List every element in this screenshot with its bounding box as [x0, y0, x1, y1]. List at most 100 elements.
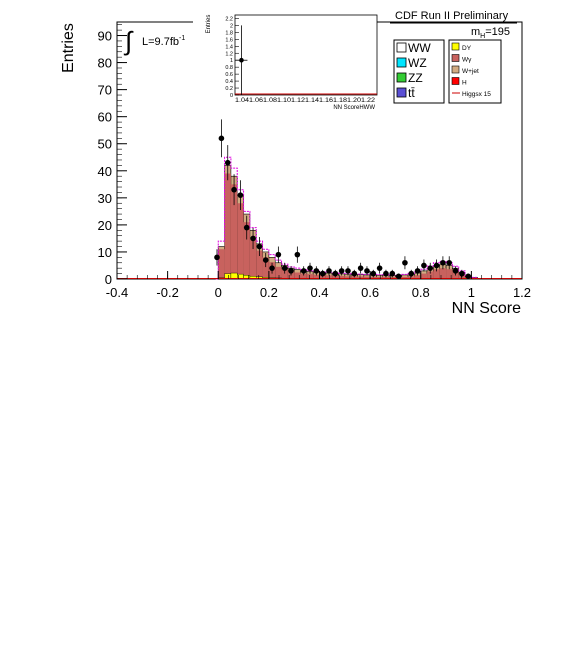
inset-y-tick-label: 1.4	[225, 44, 233, 50]
data-point	[332, 270, 339, 277]
legend-swatch	[396, 57, 407, 68]
x-tick-label: 0.8	[412, 285, 430, 300]
data-point	[446, 259, 453, 266]
data-point	[440, 259, 446, 266]
wgamma-bin	[427, 271, 434, 279]
data-point	[269, 265, 275, 271]
inset-y-tick-label: 1.8	[225, 30, 233, 36]
inset-y-axis-title: Entries	[206, 15, 212, 34]
inset-frame	[234, 14, 378, 96]
inset-y-tick-label: 2.2	[225, 16, 233, 22]
data-point	[237, 192, 244, 198]
data-point	[351, 270, 358, 277]
x-tick-label: 0.4	[310, 285, 328, 300]
wgamma-bin	[370, 276, 377, 279]
data-point	[288, 268, 294, 274]
data-point	[307, 265, 313, 271]
data-point	[383, 270, 389, 277]
wgamma-bin	[338, 276, 345, 279]
wgamma-bin	[262, 257, 269, 279]
data-point	[214, 254, 220, 261]
data-point	[376, 265, 383, 271]
y-tick-label: 0	[105, 272, 112, 287]
wgamma-bin	[382, 276, 390, 279]
data-point	[364, 268, 370, 274]
signal-step-line	[215, 156, 478, 280]
y-tick-label: 90	[98, 29, 112, 44]
data-point	[275, 251, 282, 258]
inset-x-tick-labels: 1.041.061.081.101.121.141.161.181.201.22	[235, 98, 376, 104]
data-point	[243, 224, 250, 231]
data-point	[218, 135, 225, 142]
y-axis-ticks: 0 10 20 30 40 50 60 70 80 90	[98, 24, 127, 287]
wgamma-bin	[224, 173, 231, 279]
legend-label: Higgsx 15	[462, 91, 491, 98]
data-point	[408, 270, 415, 277]
legend-swatch	[396, 72, 407, 83]
wgamma-bin	[439, 268, 447, 279]
y-tick-label: 10	[98, 245, 112, 260]
wgamma-bin	[306, 274, 314, 279]
wgamma-bin	[325, 275, 333, 279]
data-point	[250, 235, 256, 242]
x-tick-label: 1.2	[513, 285, 531, 300]
inset-y-tick-label: 1.6	[225, 37, 233, 43]
wgamma-bin	[401, 276, 409, 279]
data-point	[433, 262, 440, 269]
y-tick-label: 30	[98, 191, 112, 206]
data-point	[370, 270, 377, 277]
data-point	[338, 268, 345, 274]
wgamma-bin	[275, 266, 282, 279]
legend-label: Wγ	[462, 57, 472, 64]
wgamma-bin	[300, 273, 307, 279]
inset-data-point	[239, 57, 244, 63]
inset-y-tick-label: 0.8	[225, 65, 233, 71]
legend-swatch	[451, 54, 460, 62]
inset-y-tick-label: 0.2	[225, 86, 233, 92]
data-point	[262, 257, 269, 263]
wgamma-bin	[420, 273, 428, 279]
y-axis-title: Entries	[60, 23, 77, 73]
data-point	[345, 268, 351, 274]
inset-y-tick-label: 1.2	[225, 51, 233, 57]
legend-swatch	[451, 77, 460, 85]
y-tick-label: 50	[98, 137, 112, 152]
legend-swatch	[451, 65, 460, 74]
wgamma-bin	[230, 184, 238, 279]
inset-y-tick-label: 2	[230, 23, 233, 29]
legend-swatch	[396, 42, 407, 53]
wgamma-bin	[294, 272, 301, 279]
integral-symbol: ∫	[123, 26, 134, 56]
higgs-signal-line	[117, 156, 522, 280]
inset-y-tick-label: 1	[230, 58, 233, 64]
wgamma-bin	[344, 276, 352, 279]
data-point	[281, 265, 288, 271]
legend-label: DY	[462, 45, 472, 52]
legend-label: tt̄	[408, 86, 415, 100]
x-tick-label: 0	[215, 285, 222, 300]
wgamma-bin	[376, 276, 383, 279]
data-point	[465, 273, 472, 280]
x-tick-label: -0.2	[156, 285, 178, 300]
y-tick-label: 60	[98, 110, 112, 125]
mass-label: mH=195	[471, 26, 510, 40]
y-tick-label: 20	[98, 218, 112, 233]
x-tick-label: -0.4	[106, 285, 128, 300]
data-point	[319, 270, 326, 277]
data-point	[256, 243, 263, 250]
x-tick-label: 0.6	[361, 285, 379, 300]
legend-swatch	[451, 42, 460, 51]
legend-label: WW	[408, 41, 431, 55]
data-point	[452, 268, 459, 274]
wgamma-bin	[218, 249, 225, 279]
data-point	[389, 270, 396, 277]
data-point	[231, 186, 237, 193]
data-point	[459, 270, 465, 277]
y-tick-label: 70	[98, 83, 112, 98]
legend-swatch	[396, 87, 407, 98]
data-point	[402, 259, 408, 266]
wgamma-bin	[281, 269, 288, 279]
legend-label: H	[462, 80, 467, 87]
